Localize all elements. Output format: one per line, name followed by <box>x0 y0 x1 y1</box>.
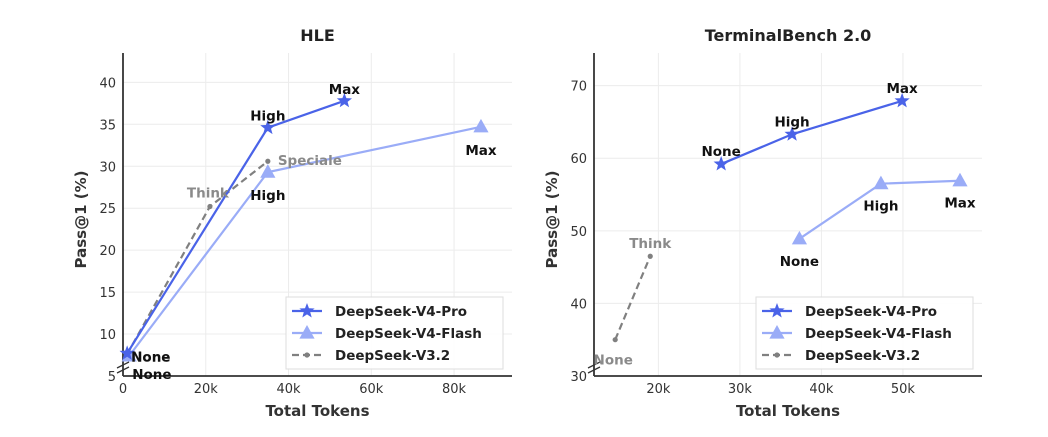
point-label: None <box>131 349 170 365</box>
y-tick-label: 15 <box>99 286 116 301</box>
x-axis-label: Total Tokens <box>265 402 369 420</box>
y-tick-label: 5 <box>108 370 116 385</box>
point-label: Think <box>629 236 672 252</box>
legend-label: DeepSeek-V3.2 <box>335 348 450 364</box>
star-icon <box>260 119 276 135</box>
y-axis-label: Pass@1 (%) <box>543 171 561 269</box>
star-icon <box>769 303 785 318</box>
series-pro <box>713 92 910 171</box>
star-icon <box>713 156 729 171</box>
y-tick-label: 30 <box>570 370 587 385</box>
y-tick-label: 40 <box>570 297 587 312</box>
chart-title: TerminalBench 2.0 <box>705 26 872 45</box>
x-tick-label: 20k <box>646 382 671 397</box>
y-tick-label: 30 <box>99 160 116 175</box>
dot-icon <box>647 253 653 259</box>
y-axis-label: Pass@1 (%) <box>72 171 90 269</box>
triangle-icon <box>873 175 889 190</box>
legend-item-flash: DeepSeek-V4-Flash <box>762 325 952 342</box>
legend-item-v32: DeepSeek-V3.2 <box>762 348 920 364</box>
legend-label: DeepSeek-V4-Pro <box>805 304 937 320</box>
legend-item-pro: DeepSeek-V4-Pro <box>292 303 467 320</box>
dot-icon <box>612 337 618 343</box>
y-tick-label: 35 <box>99 118 116 133</box>
point-label: None <box>132 367 171 383</box>
dot-icon <box>304 352 310 358</box>
legend-item-pro: DeepSeek-V4-Pro <box>762 303 937 320</box>
x-tick-label: 30k <box>728 382 753 397</box>
star-icon <box>894 92 910 108</box>
point-label: Max <box>465 143 497 159</box>
series-flash <box>791 172 968 245</box>
x-tick-label: 40k <box>276 382 301 397</box>
point-label: Think <box>187 186 230 202</box>
legend-item-v32: DeepSeek-V3.2 <box>292 348 450 364</box>
point-label: Max <box>944 196 976 212</box>
axis-break-icon <box>587 361 601 374</box>
y-tick-label: 60 <box>570 152 587 167</box>
x-tick-label: 50k <box>891 382 916 397</box>
series-pro <box>119 92 353 360</box>
legend: DeepSeek-V4-Pro DeepSeek-V4-Flash DeepSeek… <box>285 296 504 370</box>
axis-break-icon <box>116 361 130 374</box>
y-tick-label: 40 <box>99 76 116 91</box>
triangle-icon <box>473 118 489 133</box>
y-tick-label: 70 <box>570 80 587 95</box>
x-tick-label: 80k <box>442 382 467 397</box>
triangle-icon <box>791 230 808 245</box>
dot-icon <box>207 203 213 210</box>
star-icon <box>784 126 800 141</box>
point-label: None <box>701 144 740 160</box>
point-label: None <box>780 254 819 270</box>
legend-item-flash: DeepSeek-V4-Flash <box>292 325 482 342</box>
series-v32 <box>612 253 653 343</box>
y-tick-label: 50 <box>570 225 587 240</box>
triangle-icon <box>952 172 968 187</box>
legend: DeepSeek-V4-Pro DeepSeek-V4-Flash DeepSeek… <box>755 296 974 370</box>
point-label: High <box>250 188 285 204</box>
point-label: Max <box>329 82 361 98</box>
x-tick-label: 20k <box>194 382 219 397</box>
point-label: High <box>774 114 809 130</box>
point-label: None <box>131 350 170 366</box>
legend-label: DeepSeek-V3.2 <box>805 348 920 364</box>
x-axis-label: Total Tokens <box>736 402 840 420</box>
point-label: None <box>594 353 633 369</box>
star-icon <box>119 345 135 360</box>
legend-label: DeepSeek-V4-Flash <box>805 326 952 342</box>
legend-label: DeepSeek-V4-Pro <box>335 304 467 320</box>
dot-icon <box>265 158 271 164</box>
triangle-icon <box>299 325 315 339</box>
point-label: High <box>863 199 898 215</box>
y-tick-label: 25 <box>99 202 116 217</box>
y-tick-label: 20 <box>99 244 116 259</box>
legend-label: DeepSeek-V4-Flash <box>335 326 482 342</box>
triangle-icon <box>769 325 785 339</box>
point-label: Max <box>886 81 918 97</box>
point-label: Speciale <box>278 153 342 169</box>
star-icon <box>299 303 315 318</box>
x-tick-label: 0 <box>119 382 127 397</box>
dot-icon <box>774 352 780 358</box>
triangle-icon <box>260 164 276 178</box>
x-tick-label: 40k <box>809 382 834 397</box>
star-icon <box>336 92 353 108</box>
y-tick-label: 10 <box>99 328 116 343</box>
x-tick-label: 60k <box>359 382 384 397</box>
chart-title: HLE <box>300 26 335 45</box>
point-label: High <box>250 109 285 125</box>
